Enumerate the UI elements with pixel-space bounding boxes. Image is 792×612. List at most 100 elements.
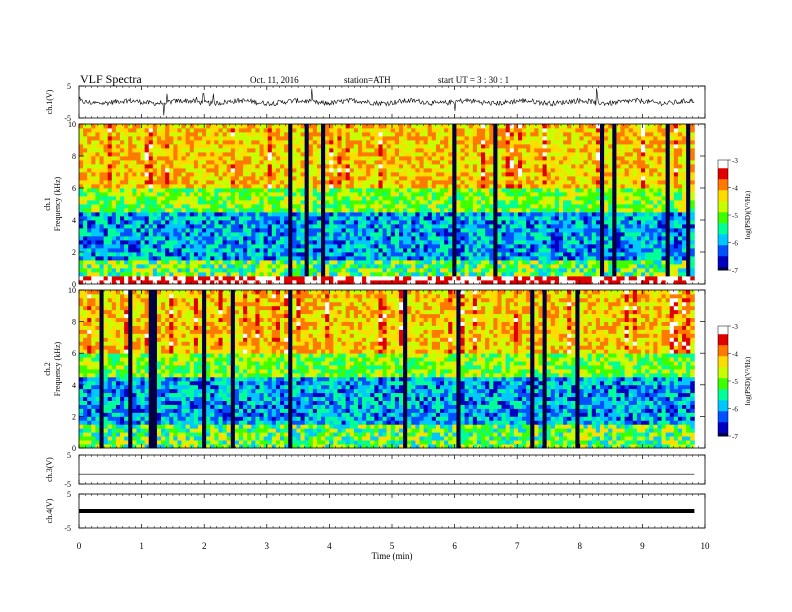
spectrogram-cell — [152, 172, 158, 177]
spectrogram-cell — [505, 188, 511, 193]
spectrogram-cell — [169, 224, 174, 229]
spectrogram-cell — [431, 280, 437, 285]
spectrogram-cell — [554, 168, 560, 173]
spectrogram-cell — [325, 168, 330, 173]
spectrogram-cell — [398, 264, 404, 269]
spectrogram-cell — [321, 196, 326, 201]
spectrogram-cell — [152, 244, 158, 249]
spectrogram-cell — [431, 180, 437, 185]
spectrogram-cell — [382, 276, 388, 281]
spectrogram-cell — [353, 212, 359, 217]
spectrogram-cell — [124, 244, 129, 249]
spectrogram-cell — [275, 256, 281, 261]
spectrogram-cell — [366, 264, 371, 269]
spectrogram-cell — [329, 232, 334, 237]
spectrogram-cell — [435, 224, 441, 229]
spectrogram-cell — [132, 244, 137, 249]
spectrogram-cell — [259, 240, 265, 245]
spectrogram-cell — [140, 240, 146, 245]
spectrogram-cell — [165, 248, 170, 253]
spectrogram-cell — [517, 220, 523, 225]
spectrogram-cell — [292, 244, 297, 249]
spectrogram-cell — [333, 256, 338, 261]
spectrogram-cell — [321, 220, 326, 225]
spectrogram-cell — [271, 260, 277, 265]
spectrogram-cell — [403, 196, 408, 201]
spectrogram-cell — [202, 156, 207, 161]
spectrogram-cell — [558, 176, 564, 181]
spectrogram-cell — [288, 240, 293, 245]
spectrogram-cell — [304, 168, 310, 173]
spectrogram-cell — [464, 248, 470, 253]
spectrogram-cell — [550, 160, 556, 165]
spectrogram-cell — [468, 280, 474, 285]
spectrogram-cell — [329, 204, 334, 209]
spectrogram-cell — [403, 240, 408, 245]
spectrogram-cell — [222, 152, 228, 157]
spectrogram-cell — [370, 236, 375, 241]
spectrogram-cell — [407, 132, 412, 137]
spectrogram-cell — [345, 168, 351, 173]
spectrogram-cell — [472, 220, 478, 225]
spectrogram-cell — [140, 264, 146, 269]
spectrogram-cell — [288, 192, 293, 197]
spectrogram-cell — [316, 132, 322, 137]
spectrogram-cell — [292, 196, 297, 201]
spectrogram-cell — [345, 172, 351, 177]
spectrogram-cell — [460, 152, 466, 157]
spectrogram-cell — [115, 256, 121, 261]
spectrogram-cell — [214, 260, 219, 265]
spectrogram-cell — [415, 196, 420, 201]
spectrogram-cell — [304, 276, 310, 281]
spectrogram-cell — [197, 184, 203, 189]
spectrogram-cell — [148, 140, 154, 145]
spectrogram-cell — [144, 228, 150, 233]
spectrogram-cell — [243, 264, 248, 269]
spectrogram-cell — [440, 140, 445, 145]
spectrogram-cell — [284, 148, 289, 153]
spectrogram-cell — [460, 132, 466, 137]
spectrogram-cell — [456, 144, 461, 149]
spectrogram-cell — [206, 140, 211, 145]
spectrogram-cell — [226, 176, 232, 181]
spectrogram-cell — [259, 132, 265, 137]
spectrogram-cell — [522, 156, 527, 161]
spectrogram-cell — [333, 244, 338, 249]
spectrogram-cell — [476, 152, 482, 157]
spectrogram-cell — [111, 184, 117, 189]
spectrogram-cell — [103, 144, 109, 149]
spectrogram-cell — [132, 196, 137, 201]
spectrogram-cell — [107, 268, 113, 273]
spectrogram-cell — [538, 196, 543, 201]
spectrogram-cell — [214, 180, 219, 185]
spectrogram-cell — [296, 188, 301, 193]
spectrogram-cell — [546, 148, 552, 153]
spectrogram-cell — [382, 152, 388, 157]
spectrogram-cell — [444, 272, 449, 277]
spectrogram-cell — [493, 216, 498, 221]
spectrogram-cell — [210, 236, 215, 241]
spectrogram-cell — [161, 168, 166, 173]
spectrogram-cell — [468, 232, 474, 237]
spectrogram-cell — [304, 132, 310, 137]
spectrogram-cell — [411, 268, 416, 273]
spectrogram-cell — [193, 124, 199, 129]
spectrogram-cell — [394, 208, 400, 213]
spectrogram-cell — [107, 240, 113, 245]
spectrogram-cell — [292, 204, 297, 209]
spectrogram-cell — [472, 276, 478, 281]
spectrogram-cell — [493, 136, 498, 141]
spectrogram-cell — [534, 240, 539, 245]
spectrogram-cell — [435, 164, 441, 169]
spectrogram-cell — [165, 160, 170, 165]
spectrogram-cell — [476, 196, 482, 201]
spectrogram-cell — [464, 208, 470, 213]
spectrogram-cell — [222, 196, 228, 201]
spectrogram-cell — [136, 264, 141, 269]
spectrogram-cell — [440, 180, 445, 185]
spectrogram-cell — [382, 144, 388, 149]
spectrogram-cell — [563, 216, 568, 221]
spectrogram-cell — [312, 172, 318, 177]
spectrogram-cell — [177, 260, 182, 265]
spectrogram-cell — [357, 148, 363, 153]
